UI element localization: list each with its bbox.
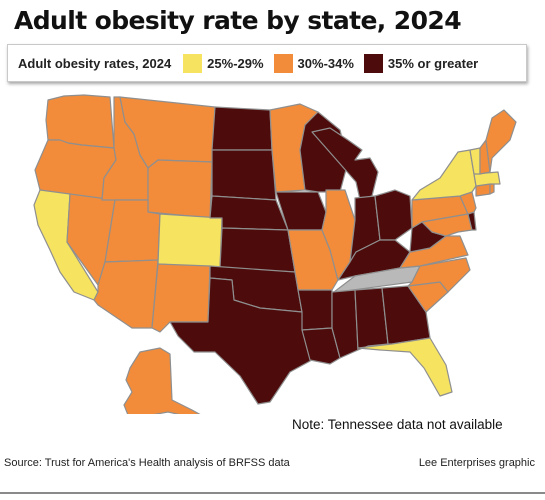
state-mi [311, 127, 379, 201]
state-ny [411, 149, 477, 201]
legend-label: 35% or greater [387, 55, 479, 71]
state-tx [169, 277, 313, 405]
state-la [301, 327, 341, 365]
state-ne [209, 195, 289, 231]
state-ri [489, 183, 495, 195]
legend-swatch [363, 53, 383, 73]
state-al [354, 287, 389, 351]
legend-title: Adult obesity rates, 2024 [18, 55, 172, 71]
state-me [485, 109, 517, 173]
legend: Adult obesity rates, 2024 25%-29% 30%-34… [7, 44, 527, 82]
state-ks [219, 227, 296, 273]
state-az [93, 259, 159, 329]
us-state-map [33, 94, 517, 414]
state-ms [331, 289, 359, 359]
state-co [157, 213, 223, 269]
legend-label: 30%-34% [297, 55, 354, 71]
legend-swatch [183, 53, 203, 73]
legend-item-35-plus: 35% or greater [363, 53, 479, 73]
state-nd [211, 106, 273, 151]
state-wy [147, 159, 213, 219]
state-ar [297, 289, 333, 331]
bottom-rule [0, 492, 545, 494]
legend-swatch [273, 53, 293, 73]
state-oh [374, 189, 413, 241]
map-note: Note: Tennessee data not available [292, 417, 503, 432]
legend-item-30-34: 30%-34% [273, 53, 354, 73]
state-ak [123, 347, 201, 414]
state-ma [473, 171, 501, 187]
state-fl [357, 337, 453, 397]
state-sd [211, 149, 277, 201]
legend-label: 25%-29% [207, 55, 264, 71]
source-credit: Source: Trust for America's Health analy… [4, 457, 290, 469]
graphic-credit: Lee Enterprises graphic [418, 457, 535, 469]
legend-item-25-29: 25%-29% [183, 53, 264, 73]
map-title: Adult obesity rate by state, 2024 [14, 6, 462, 35]
